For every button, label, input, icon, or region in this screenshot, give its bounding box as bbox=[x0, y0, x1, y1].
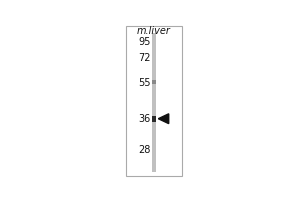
Polygon shape bbox=[158, 114, 169, 124]
Bar bbox=[152, 80, 156, 84]
Bar bbox=[152, 33, 156, 172]
Bar bbox=[126, 26, 182, 176]
Text: 95: 95 bbox=[138, 37, 150, 47]
Bar bbox=[152, 116, 156, 122]
Text: 72: 72 bbox=[138, 53, 150, 63]
Text: m.liver: m.liver bbox=[137, 26, 171, 36]
Text: 36: 36 bbox=[138, 114, 150, 124]
Text: 55: 55 bbox=[138, 78, 150, 88]
Text: 28: 28 bbox=[138, 145, 150, 155]
